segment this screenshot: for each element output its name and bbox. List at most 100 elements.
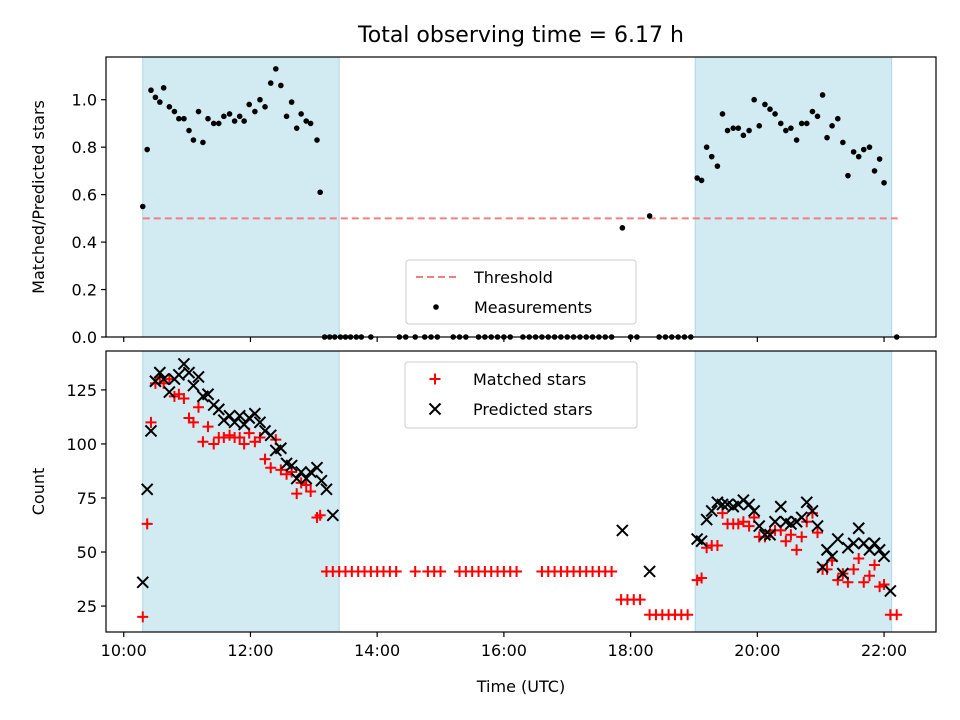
predicted-point xyxy=(700,513,713,526)
predicted-point xyxy=(233,409,246,423)
y-tick-label: 100 xyxy=(66,435,97,454)
matched-point xyxy=(218,431,230,443)
legend-box xyxy=(405,259,637,325)
measurement-point xyxy=(793,137,800,143)
predicted-point xyxy=(223,409,236,423)
measurement-point xyxy=(157,99,163,105)
legend-matched-swatch xyxy=(429,373,441,385)
y-tick-label: 1.0 xyxy=(72,91,97,110)
matched-point xyxy=(259,453,271,465)
matched-point xyxy=(265,462,277,474)
predicted-point xyxy=(294,465,308,479)
predicted-point xyxy=(228,416,241,429)
y-tick-label: 0.8 xyxy=(72,138,97,157)
matched-point xyxy=(208,438,220,450)
predicted-point xyxy=(212,403,225,416)
matched-point xyxy=(737,516,749,528)
y-tick-label: 0.0 xyxy=(72,328,97,347)
predicted-point xyxy=(753,519,766,533)
predicted-point xyxy=(310,461,324,474)
measurement-point xyxy=(824,134,830,141)
legend-box xyxy=(404,361,638,429)
matched-point xyxy=(853,553,865,565)
predicted-point xyxy=(873,543,886,557)
legend: Matched stars Predicted stars xyxy=(404,361,638,429)
measurement-point xyxy=(205,115,211,122)
matched-point xyxy=(848,563,860,575)
predicted-point xyxy=(315,474,328,487)
shaded-region xyxy=(694,350,893,633)
measurement-point xyxy=(850,149,857,155)
matched-point xyxy=(869,559,881,571)
measurement-point xyxy=(210,120,217,127)
matched-point xyxy=(732,518,744,530)
predicted-point xyxy=(285,459,298,472)
predicted-point xyxy=(705,504,718,518)
measurement-point xyxy=(881,179,887,186)
predicted-point xyxy=(192,370,205,384)
matched-point xyxy=(634,594,646,606)
shaded-region xyxy=(694,56,893,338)
matched-point xyxy=(812,527,824,539)
matched-point xyxy=(314,509,326,521)
measurement-point xyxy=(231,118,238,124)
measurement-point xyxy=(267,80,274,86)
measurement-point xyxy=(751,96,757,103)
measurement-point xyxy=(273,66,279,72)
measurement-point xyxy=(719,111,726,117)
series-matched-stars xyxy=(137,371,903,623)
measurement-point xyxy=(860,146,867,153)
measurement-point xyxy=(762,101,768,108)
matched-point xyxy=(891,609,903,621)
measurement-point xyxy=(152,94,159,101)
predicted-point xyxy=(863,543,876,557)
predicted-point xyxy=(140,483,154,496)
matched-point xyxy=(390,565,402,577)
matched-point xyxy=(780,535,792,547)
measurement-point xyxy=(252,108,258,115)
predicted-point xyxy=(831,532,845,546)
measurement-point xyxy=(236,113,243,120)
predicted-point xyxy=(163,385,176,399)
measurement-point xyxy=(756,123,763,129)
predicted-point xyxy=(326,509,340,522)
predicted-point xyxy=(695,535,708,548)
x-tick-label: 12:00 xyxy=(227,641,273,660)
matched-point xyxy=(300,479,312,491)
x-axis-label: Time (UTC) xyxy=(476,677,565,696)
measurement-point xyxy=(190,137,197,143)
measurement-point xyxy=(730,125,737,131)
matched-point xyxy=(743,520,755,532)
predicted-point xyxy=(153,366,167,379)
measurement-point xyxy=(798,120,805,127)
matched-point xyxy=(238,438,250,450)
predicted-point xyxy=(806,504,819,518)
predicted-point xyxy=(300,472,313,485)
legend: Threshold Measurements xyxy=(405,259,637,325)
predicted-point xyxy=(274,442,288,455)
predicted-point xyxy=(177,357,191,371)
shaded-region xyxy=(142,56,340,338)
matched-point xyxy=(791,544,803,556)
measurement-point xyxy=(215,120,222,127)
predicted-point xyxy=(795,511,808,524)
axes-frame xyxy=(105,350,937,633)
measurement-point xyxy=(767,106,773,113)
measurement-point xyxy=(298,111,304,117)
predicted-point xyxy=(768,515,782,528)
measurement-point xyxy=(171,108,178,115)
axes-frame xyxy=(105,56,937,338)
measurement-point xyxy=(278,82,284,89)
y-tick-label: 0.4 xyxy=(72,233,97,252)
legend-matched-label: Matched stars xyxy=(473,370,586,389)
predicted-point xyxy=(237,418,251,431)
measurement-point xyxy=(735,125,742,131)
legend-predicted-swatch xyxy=(428,402,442,416)
measurement-point xyxy=(876,156,883,162)
matched-point xyxy=(878,578,890,590)
measurement-point xyxy=(740,132,747,139)
matched-point xyxy=(832,574,844,586)
measurement-point xyxy=(181,115,187,122)
measurement-point xyxy=(139,203,146,210)
y-tick-label: 0.6 xyxy=(72,186,97,205)
